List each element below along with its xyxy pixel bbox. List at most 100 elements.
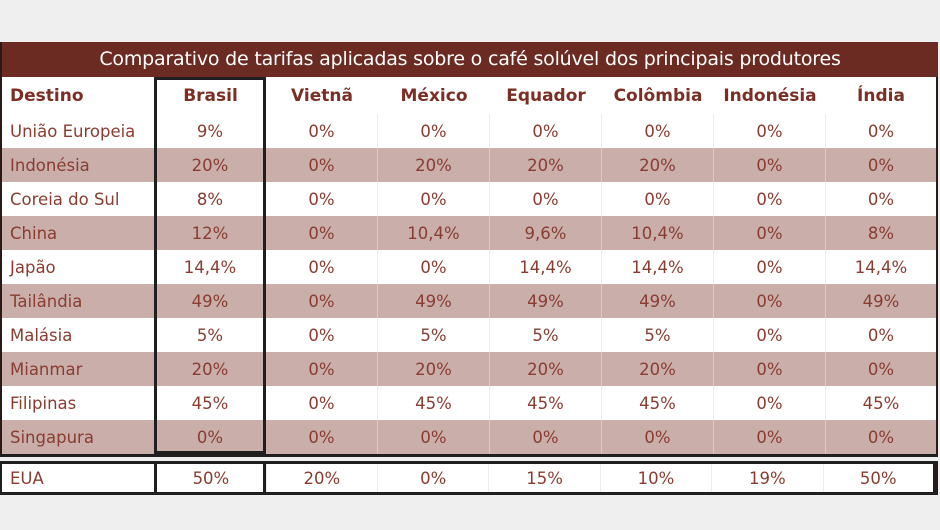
cell-equador: 49% xyxy=(490,284,602,318)
cell-india: 0% xyxy=(826,148,938,182)
cell-mexico: 0% xyxy=(378,182,490,216)
cell-brasil: 0% xyxy=(155,420,266,454)
row-destino: Mianmar xyxy=(0,352,155,386)
row-destino: Singapura xyxy=(0,420,155,454)
cell-indonesia: 0% xyxy=(714,182,826,216)
cell-colombia: 5% xyxy=(602,318,714,352)
cell-brasil: 49% xyxy=(155,284,266,318)
cell-mexico: 45% xyxy=(378,386,490,420)
cell-colombia: 20% xyxy=(602,352,714,386)
cell-colombia: 10% xyxy=(601,464,713,492)
cell-vietna: 0% xyxy=(266,182,378,216)
header-brasil: Brasil xyxy=(183,85,238,106)
cell-colombia: 45% xyxy=(602,386,714,420)
cell-colombia: 20% xyxy=(602,148,714,182)
eua-row-block: EUA 50% 20% 0% 15% 10% 19% 50% xyxy=(0,461,938,495)
cell-vietna: 0% xyxy=(266,352,378,386)
cell-india: 0% xyxy=(826,182,938,216)
cell-equador: 15% xyxy=(489,464,601,492)
header-destino: Destino xyxy=(0,77,155,114)
cell-brasil: 20% xyxy=(155,352,266,386)
cell-colombia: 0% xyxy=(602,420,714,454)
cell-indonesia: 0% xyxy=(714,114,826,148)
cell-indonesia: 0% xyxy=(714,148,826,182)
cell-mexico: 5% xyxy=(378,318,490,352)
cell-india: 0% xyxy=(826,114,938,148)
cell-india: 0% xyxy=(826,352,938,386)
cell-indonesia: 0% xyxy=(714,352,826,386)
cell-brasil: 12% xyxy=(155,216,266,250)
cell-brasil: 8% xyxy=(155,182,266,216)
table-row: Mianmar 20% 0% 20% 20% 20% 0% 0% xyxy=(0,352,938,386)
cell-mexico: 0% xyxy=(378,464,490,492)
cell-vietna: 0% xyxy=(266,216,378,250)
cell-brasil: 45% xyxy=(155,386,266,420)
table-row: União Europeia 9% 0% 0% 0% 0% 0% 0% xyxy=(0,114,938,148)
cell-colombia: 14,4% xyxy=(602,250,714,284)
cell-mexico: 0% xyxy=(378,420,490,454)
cell-equador: 5% xyxy=(490,318,602,352)
cell-colombia: 49% xyxy=(602,284,714,318)
cell-indonesia: 0% xyxy=(714,386,826,420)
header-india: Índia xyxy=(826,77,938,114)
cell-equador: 0% xyxy=(490,420,602,454)
cell-vietna: 0% xyxy=(266,250,378,284)
cell-brasil: 50% xyxy=(156,464,267,492)
cell-vietna: 0% xyxy=(266,148,378,182)
cell-indonesia: 0% xyxy=(714,250,826,284)
cell-mexico: 20% xyxy=(378,352,490,386)
cell-vietna: 0% xyxy=(266,386,378,420)
cell-india: 45% xyxy=(826,386,938,420)
cell-indonesia: 0% xyxy=(714,216,826,250)
cell-vietna: 0% xyxy=(266,114,378,148)
header-vietna: Vietnã xyxy=(291,85,353,106)
cell-equador: 9,6% xyxy=(490,216,602,250)
row-destino: Coreia do Sul xyxy=(0,182,155,216)
cell-colombia: 0% xyxy=(602,114,714,148)
cell-vietna: 0% xyxy=(266,420,378,454)
cell-mexico: 0% xyxy=(378,250,490,284)
cell-india: 8% xyxy=(826,216,938,250)
cell-indonesia: 0% xyxy=(714,318,826,352)
cell-indonesia: 0% xyxy=(714,420,826,454)
row-destino: China xyxy=(0,216,155,250)
table-row: Singapura 0% 0% 0% 0% 0% 0% 0% xyxy=(0,420,938,454)
cell-mexico: 49% xyxy=(378,284,490,318)
cell-equador: 20% xyxy=(490,148,602,182)
cell-india: 0% xyxy=(826,318,938,352)
cell-brasil: 20% xyxy=(155,148,266,182)
cell-india: 50% xyxy=(824,464,935,492)
cell-equador: 20% xyxy=(490,352,602,386)
header-colombia: Colômbia xyxy=(613,85,703,106)
header-equador: Equador xyxy=(506,85,586,106)
table-row: Filipinas 45% 0% 45% 45% 45% 0% 45% xyxy=(0,386,938,420)
cell-vietna: 0% xyxy=(266,318,378,352)
cell-mexico: 10,4% xyxy=(378,216,490,250)
table-row: China 12% 0% 10,4% 9,6% 10,4% 0% 8% xyxy=(0,216,938,250)
table-row: Tailândia 49% 0% 49% 49% 49% 0% 49% xyxy=(0,284,938,318)
row-destino: União Europeia xyxy=(0,114,155,148)
header-mexico: México xyxy=(400,85,468,106)
table-row: Indonésia 20% 0% 20% 20% 20% 0% 0% xyxy=(0,148,938,182)
row-destino: Indonésia xyxy=(0,148,155,182)
cell-brasil: 14,4% xyxy=(155,250,266,284)
cell-brasil: 5% xyxy=(155,318,266,352)
table-row: Japão 14,4% 0% 0% 14,4% 14,4% 0% 14,4% xyxy=(0,250,938,284)
row-destino: Japão xyxy=(0,250,155,284)
row-destino: EUA xyxy=(10,468,44,488)
table-row: Coreia do Sul 8% 0% 0% 0% 0% 0% 0% xyxy=(0,182,938,216)
table-body: Destino Brasil Vietnã México Equador Col… xyxy=(0,77,938,457)
cell-colombia: 0% xyxy=(602,182,714,216)
cell-vietna: 20% xyxy=(267,464,378,492)
cell-mexico: 0% xyxy=(378,114,490,148)
row-destino: Tailândia xyxy=(0,284,155,318)
cell-brasil: 9% xyxy=(155,114,266,148)
row-destino: Malásia xyxy=(0,318,155,352)
table-row-eua: EUA 50% 20% 0% 15% 10% 19% 50% xyxy=(2,464,935,492)
table-row: Malásia 5% 0% 5% 5% 5% 0% 0% xyxy=(0,318,938,352)
cell-india: 49% xyxy=(826,284,938,318)
header-row: Destino Brasil Vietnã México Equador Col… xyxy=(0,77,938,114)
header-indonesia: Indonésia xyxy=(723,85,817,106)
cell-equador: 14,4% xyxy=(490,250,602,284)
row-destino: Filipinas xyxy=(0,386,155,420)
